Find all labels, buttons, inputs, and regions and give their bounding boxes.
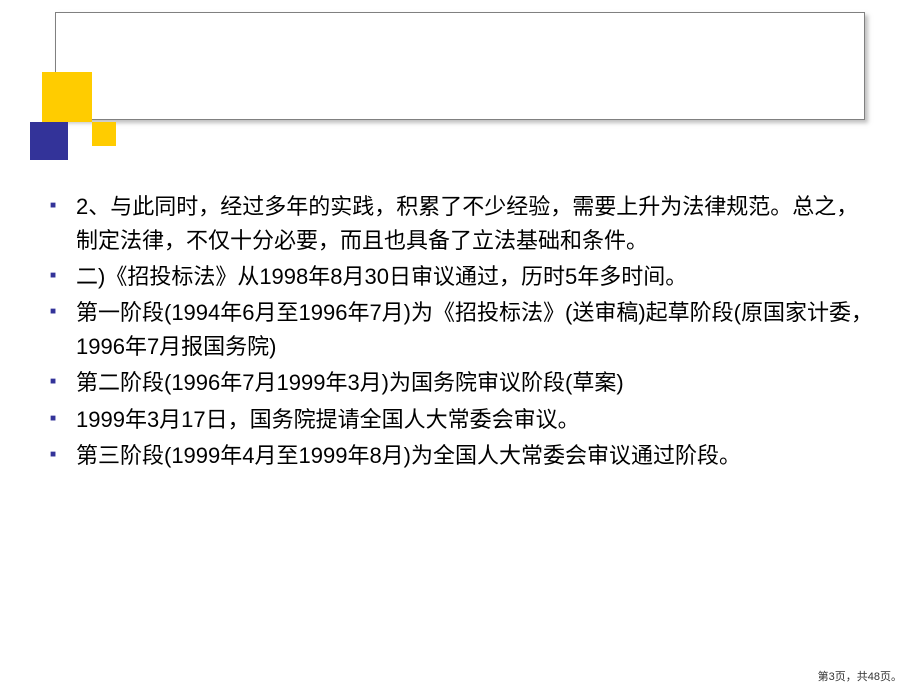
list-item: 1999年3月17日，国务院提请全国人大常委会审议。 — [50, 403, 880, 437]
title-placeholder-box — [55, 12, 865, 120]
list-item: 第一阶段(1994年6月至1996年7月)为《招投标法》(送审稿)起草阶段(原国… — [50, 296, 880, 364]
blue-square — [30, 122, 68, 160]
list-item: 第二阶段(1996年7月1999年3月)为国务院审议阶段(草案) — [50, 366, 880, 400]
list-item: 二)《招投标法》从1998年8月30日审议通过，历时5年多时间。 — [50, 260, 880, 294]
body-content: 2、与此同时，经过多年的实践，积累了不少经验，需要上升为法律规范。总之，制定法律… — [50, 190, 880, 475]
yellow-square-large — [42, 72, 92, 122]
list-item: 2、与此同时，经过多年的实践，积累了不少经验，需要上升为法律规范。总之，制定法律… — [50, 190, 880, 258]
bullet-list: 2、与此同时，经过多年的实践，积累了不少经验，需要上升为法律规范。总之，制定法律… — [50, 190, 880, 473]
page-number: 第3页，共48页。 — [818, 668, 902, 684]
list-item: 第三阶段(1999年4月至1999年8月)为全国人大常委会审议通过阶段。 — [50, 439, 880, 473]
decorative-squares — [30, 72, 130, 172]
yellow-square-small — [92, 122, 116, 146]
